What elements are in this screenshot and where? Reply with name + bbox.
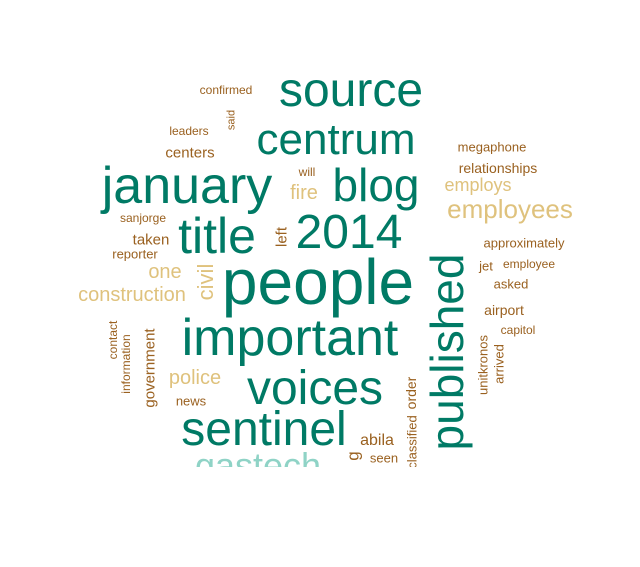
word-approximately: approximately	[483, 235, 565, 251]
word-contact: contact	[106, 320, 120, 360]
word-police: police	[168, 367, 222, 389]
word-important: important	[181, 309, 399, 367]
word-people: people	[221, 246, 415, 318]
word-source: source	[278, 64, 424, 117]
word-taken: taken	[132, 231, 170, 249]
word-abila: abila	[360, 432, 394, 449]
word-one: one	[148, 261, 182, 283]
word-gastech: gastech	[194, 445, 322, 468]
word-sanjorge: sanjorge	[119, 211, 167, 225]
word-arrived: arrived	[491, 344, 507, 384]
word-voices: voices	[246, 362, 384, 415]
word-will: will	[298, 165, 316, 179]
word-blog: blog	[332, 159, 420, 211]
word-fire: fire	[290, 182, 318, 204]
word-said: said	[225, 109, 238, 131]
word-confirmed: confirmed	[199, 83, 253, 97]
word-seen: seen	[369, 450, 399, 466]
word-jet: jet	[479, 258, 493, 274]
word-reporter: reporter	[112, 246, 158, 262]
word-news: news	[175, 393, 207, 409]
word-leaders: leaders	[169, 124, 209, 138]
word-cloud-canvas: people important published 2014 source centru…	[78, 64, 573, 468]
word-employees: employees	[447, 194, 573, 224]
word-asked: asked	[493, 276, 529, 292]
word-published: published	[421, 253, 473, 451]
word-left: left	[273, 226, 291, 248]
word-2014: 2014	[295, 206, 403, 259]
word-construction: construction	[78, 284, 186, 306]
word-relationships: relationships	[458, 160, 538, 176]
word-civil: civil	[193, 263, 218, 301]
word-title: title	[178, 208, 256, 264]
word-centrum: centrum	[256, 115, 416, 164]
word-information: information	[119, 334, 133, 394]
word-capitol: capitol	[500, 323, 536, 337]
word-january: january	[101, 157, 273, 215]
word-megaphone: megaphone	[457, 139, 527, 155]
word-sentinel: sentinel	[181, 403, 347, 456]
word-centers: centers	[165, 144, 215, 162]
word-employee: employee	[502, 257, 556, 271]
word-g: g	[343, 451, 363, 461]
word-government: government	[141, 328, 159, 408]
word-employs: employs	[444, 175, 512, 195]
word-unitkronos: unitkronos	[475, 335, 491, 395]
word-order: order	[403, 376, 419, 410]
word-classified: classified	[404, 415, 420, 467]
word-airport: airport	[484, 302, 524, 318]
